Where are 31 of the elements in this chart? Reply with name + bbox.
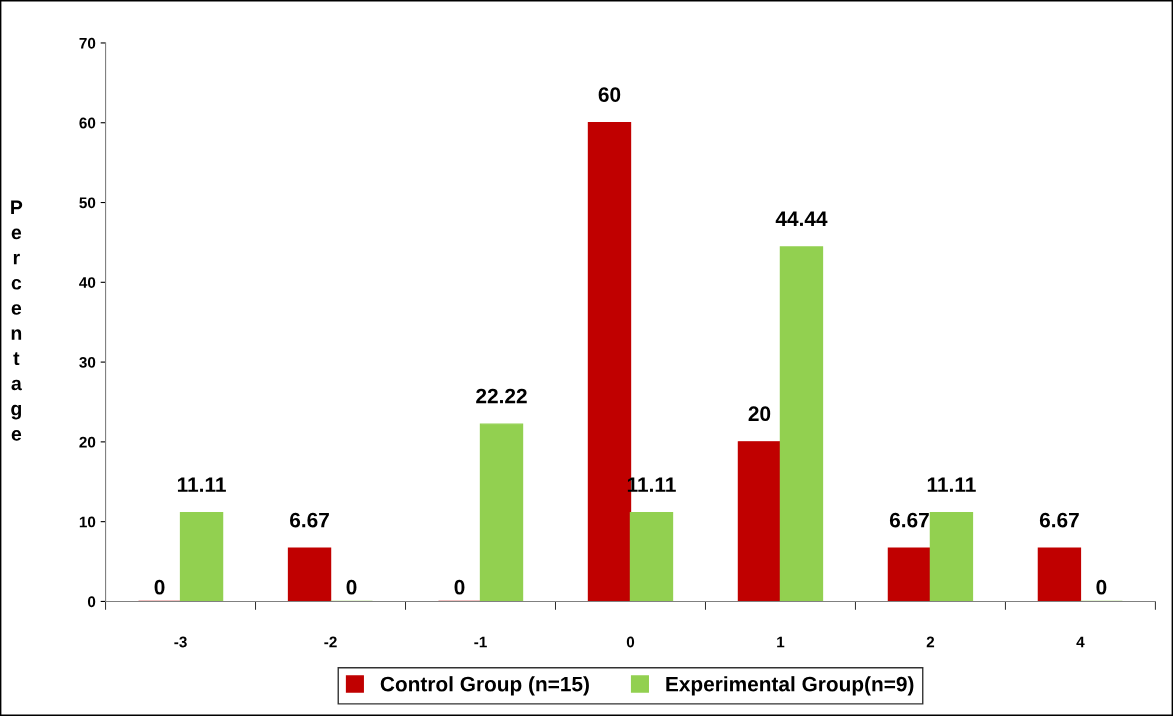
data-label: 6.67 [1039, 512, 1079, 528]
data-label: 0 [1096, 579, 1107, 595]
x-tick-label: -3 [174, 636, 187, 648]
data-label: 60 [598, 87, 621, 102]
data-label: 22.22 [476, 388, 527, 404]
data-label: 44.44 [775, 211, 828, 226]
y-tick-label: 60 [79, 117, 96, 129]
data-label: 0 [454, 579, 465, 595]
data-label: 11.11 [927, 477, 976, 492]
legend-label: Control Group (n=15) [380, 676, 589, 696]
y-tick-label: 70 [79, 37, 96, 49]
data-label: 0 [346, 579, 357, 595]
x-tick-label: 4 [1076, 636, 1085, 648]
y-tick-label: 10 [79, 516, 96, 528]
y-tick-label: 0 [87, 596, 96, 608]
x-tick-label: 1 [777, 636, 785, 648]
legend-label: Experimental Group(n=9) [666, 676, 914, 696]
y-tick-label: 50 [79, 197, 96, 209]
y-tick-label: 30 [79, 356, 96, 368]
data-label: 6.67 [889, 512, 929, 528]
data-label: 20 [748, 406, 771, 422]
x-tick-label: -2 [324, 636, 337, 648]
data-label: 11.11 [177, 477, 226, 492]
data-label: 6.67 [290, 512, 329, 528]
y-tick-label: 40 [79, 277, 96, 288]
x-tick-label: 2 [926, 636, 935, 648]
y-tick-label: 20 [79, 436, 96, 448]
text: Percentage [11, 200, 23, 441]
x-tick-label: -1 [474, 636, 487, 648]
data-label: 0 [154, 579, 165, 595]
x-tick-label: 0 [626, 636, 635, 648]
